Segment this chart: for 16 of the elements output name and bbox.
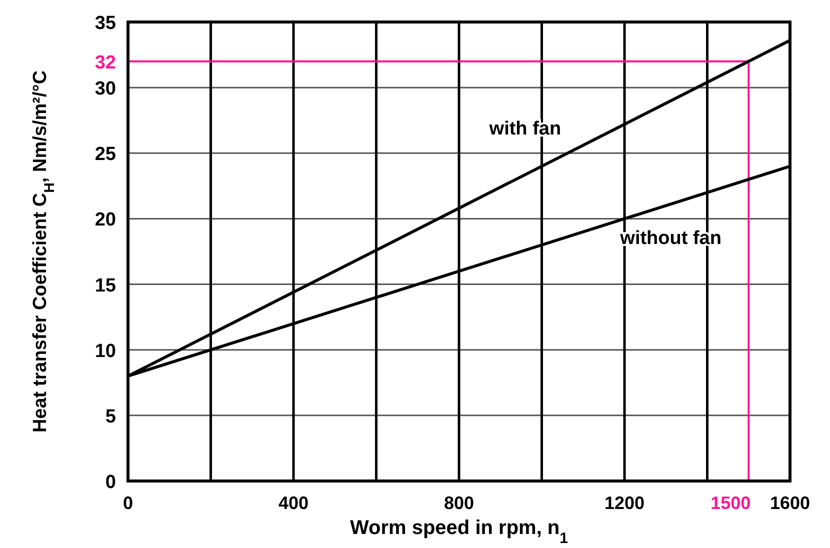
x-tick-label: 0 [122,493,134,513]
x-tick-label: 400 [278,493,309,513]
y-tick-label: 35 [94,13,116,34]
ref-line-label: 1500 [710,493,751,513]
y-tick-label: 25 [94,144,116,166]
x-axis-title: Worm speed in rpm, n$_{1}$ [350,517,568,546]
x-tick-label: 800 [444,493,474,513]
x-tick-label: 1600 [770,493,810,513]
x-tick-label: 1200 [604,493,645,513]
y-tick-label: 10 [94,340,116,362]
y-tick-label: 0 [105,472,116,493]
y-tick-label: 5 [105,406,116,428]
y-tick-label: 15 [94,275,116,296]
ref-line-label: 32 [94,52,116,74]
y-tick-label: 30 [94,78,116,100]
y-tick-label: 20 [94,210,116,231]
